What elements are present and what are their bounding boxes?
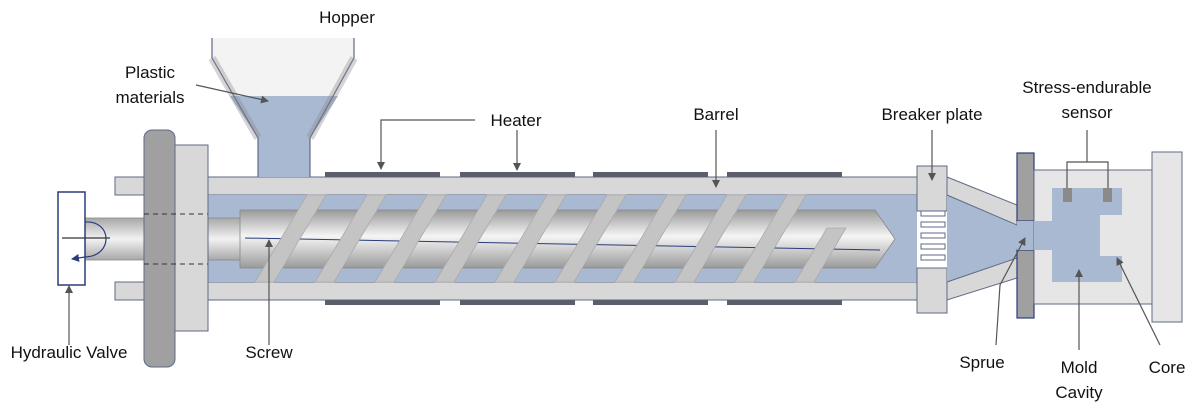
label-sensor-line2: sensor — [1061, 103, 1112, 122]
breaker-plate — [916, 165, 948, 314]
label-screw: Screw — [245, 343, 293, 362]
sprue-plate — [1016, 152, 1035, 319]
hopper — [208, 38, 358, 177]
mold — [1033, 151, 1183, 323]
heater-bands — [325, 172, 842, 305]
drive-flange — [143, 129, 209, 368]
screw — [239, 194, 896, 283]
leader-arrows — [65, 84, 1161, 350]
label-mold-line1: Mold — [1061, 358, 1098, 377]
label-sprue: Sprue — [959, 353, 1004, 372]
label-breaker-plate: Breaker plate — [881, 105, 982, 124]
label-hydraulic-valve: Hydraulic Valve — [11, 343, 128, 362]
stress-sensors — [1063, 130, 1112, 202]
label-hopper: Hopper — [319, 8, 375, 27]
label-barrel: Barrel — [693, 105, 738, 124]
label-core: Core — [1149, 358, 1186, 377]
label-plastic-materials-line2: materials — [116, 88, 185, 107]
nozzle — [946, 176, 1018, 301]
hydraulic-valve — [57, 191, 110, 286]
label-sensor-line1: Stress-endurable — [1022, 78, 1151, 97]
label-plastic-materials-line1: Plastic — [125, 63, 176, 82]
label-heater: Heater — [490, 111, 541, 130]
label-mold-line2: Cavity — [1055, 383, 1103, 402]
